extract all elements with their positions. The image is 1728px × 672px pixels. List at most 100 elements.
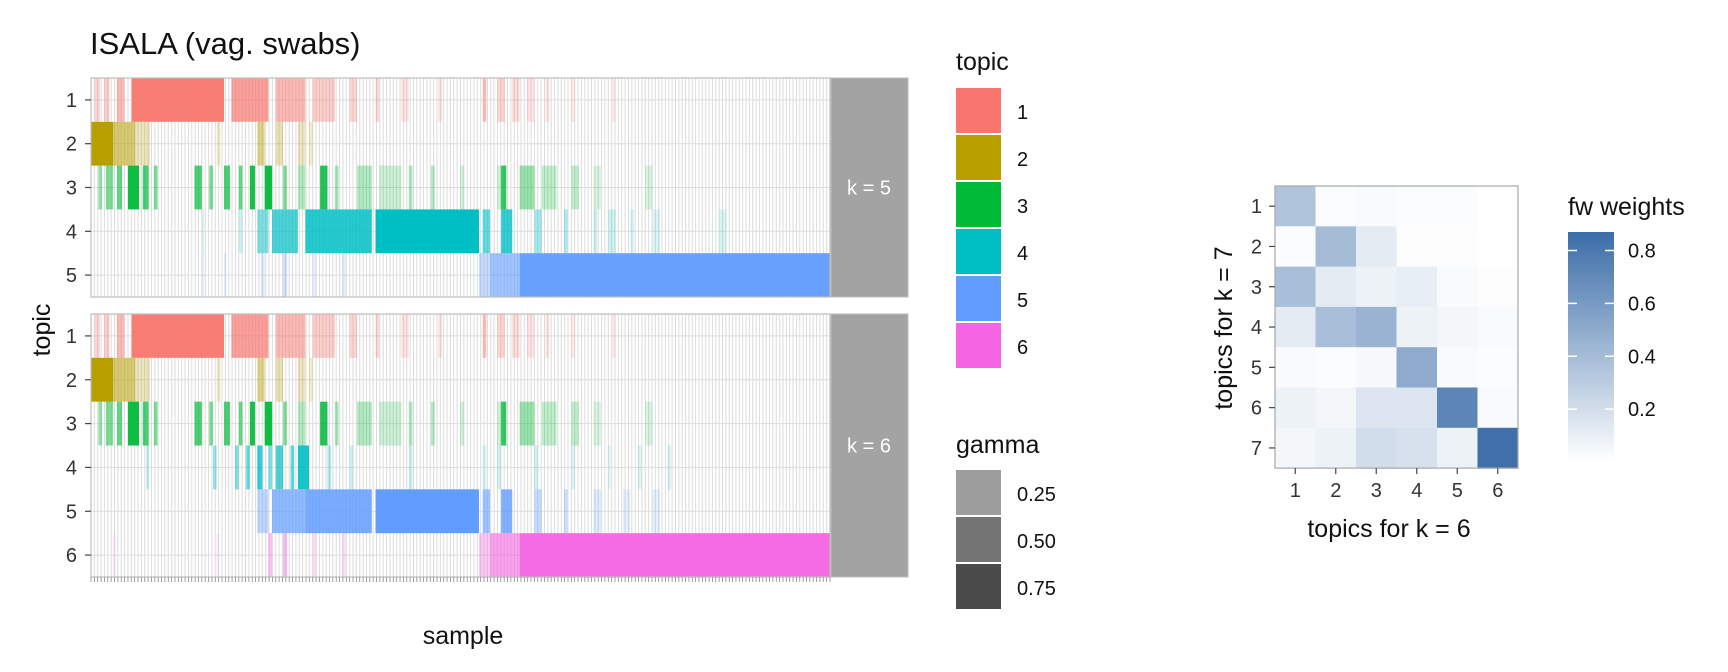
fw-weight-cell	[1275, 427, 1316, 469]
x-tick-label: 5	[1452, 480, 1463, 502]
fw-weight-cell	[1356, 306, 1397, 348]
topic-tile	[312, 253, 317, 297]
colorbar-tick-label: 0.2	[1628, 399, 1656, 421]
topic-tile	[131, 314, 225, 358]
topic-tile	[146, 445, 149, 490]
topic-tile	[482, 489, 491, 534]
topic-tile	[593, 165, 601, 210]
topic-tile	[571, 401, 579, 446]
topic-tile	[379, 401, 402, 446]
topic-tile	[534, 209, 542, 254]
topic-tile	[534, 445, 539, 490]
topic-tile	[116, 401, 123, 446]
topic-tile	[334, 401, 339, 446]
gamma-legend-label: 0.75	[1017, 578, 1056, 600]
topic-tile	[408, 445, 413, 490]
topic-tile	[238, 209, 243, 254]
topic-tile	[438, 78, 443, 122]
topic-tile	[275, 121, 284, 166]
topic-tile	[297, 165, 306, 210]
topic-tile	[98, 165, 103, 210]
fw-weight-cell	[1477, 306, 1519, 348]
topic-legend-key	[956, 88, 1001, 133]
topic-legend-key	[956, 229, 1001, 274]
fw-weight-cell	[1315, 387, 1357, 429]
facet-strip	[830, 313, 909, 578]
topic-tile	[116, 165, 123, 210]
facet-panel: 1 2 3 4 5 k = 5	[66, 77, 909, 298]
topic-tile	[201, 253, 205, 297]
topic-tile	[320, 165, 328, 210]
x-axis-label: sample	[423, 622, 504, 650]
topic-tile	[312, 78, 335, 122]
y-tick-label: 1	[66, 90, 77, 112]
topic-tile	[541, 401, 557, 446]
topic-tile	[104, 314, 110, 358]
topic-tile	[209, 401, 213, 446]
topic-legend-key	[956, 323, 1001, 368]
topic-tile	[501, 401, 507, 446]
topic-tile	[209, 165, 213, 210]
topic-tile	[224, 253, 227, 297]
fw-weight-cell	[1437, 387, 1478, 429]
topic-tile	[105, 165, 114, 210]
fw-weight-cell	[1315, 427, 1357, 469]
topic-tile	[283, 253, 287, 297]
topic-tile	[91, 357, 114, 402]
topic-tile	[541, 165, 557, 210]
right-y-axis-label: topics for k = 7	[1210, 246, 1238, 409]
topic-tile	[512, 78, 520, 122]
fw-weight-cell	[1477, 226, 1519, 268]
topic-tile	[527, 78, 535, 122]
topic-legend-key	[956, 276, 1001, 321]
fw-weights-heatmap: 1 2 3 4 5 6 1 2 3 4 5 6 7	[1251, 185, 1519, 502]
topic-tile	[297, 445, 310, 490]
facet-strip-label: k = 6	[847, 436, 891, 458]
fw-weight-cell	[1315, 306, 1357, 348]
fw-weight-cell	[1396, 186, 1438, 227]
topic-tile	[275, 314, 306, 358]
x-tick-label: 3	[1371, 480, 1382, 502]
topic-tile	[401, 314, 409, 358]
topic-tile	[501, 165, 507, 210]
topic-tile	[212, 445, 217, 490]
y-tick-label: 7	[1251, 438, 1262, 460]
fw-weight-cell	[1437, 347, 1478, 388]
topic-tile	[153, 165, 158, 210]
gamma-legend-key	[956, 470, 1001, 515]
colorbar-tick-label: 0.8	[1628, 241, 1656, 263]
topic-tile	[563, 489, 568, 534]
topic-tile	[545, 314, 550, 358]
y-tick-label: 3	[66, 414, 77, 436]
topic-tile	[357, 165, 372, 210]
topic-tile	[153, 401, 158, 446]
y-tick-label: 6	[66, 545, 77, 567]
fw-weight-cell	[1396, 427, 1438, 469]
fw-weight-cell	[1396, 306, 1438, 348]
fw-weight-cell	[1315, 266, 1357, 308]
topic-tile	[231, 314, 269, 358]
topic-tile	[194, 401, 202, 446]
topic-tile	[116, 78, 125, 122]
topic-tile	[257, 121, 265, 166]
topic-tile	[611, 78, 616, 122]
topic-tile	[482, 314, 487, 358]
topic-tile	[349, 445, 354, 490]
topic-tile	[260, 253, 265, 297]
topic-tile	[116, 314, 125, 358]
topic-tile	[268, 533, 273, 577]
topic-tile	[309, 121, 313, 166]
topic-legend-label: 6	[1017, 337, 1028, 359]
topic-tile	[438, 314, 443, 358]
topic-tile	[490, 253, 520, 297]
topic-tile	[305, 489, 372, 534]
fw-weight-cell	[1356, 226, 1397, 268]
y-tick-label: 6	[1251, 398, 1262, 420]
y-tick-label: 1	[1251, 196, 1262, 218]
topic-tile	[275, 357, 284, 402]
topic-tile	[478, 533, 491, 577]
topic-tile	[608, 445, 611, 490]
topic-legend: topic 1 2 3 4 5 6	[956, 48, 1028, 368]
topic-tile	[264, 401, 273, 446]
